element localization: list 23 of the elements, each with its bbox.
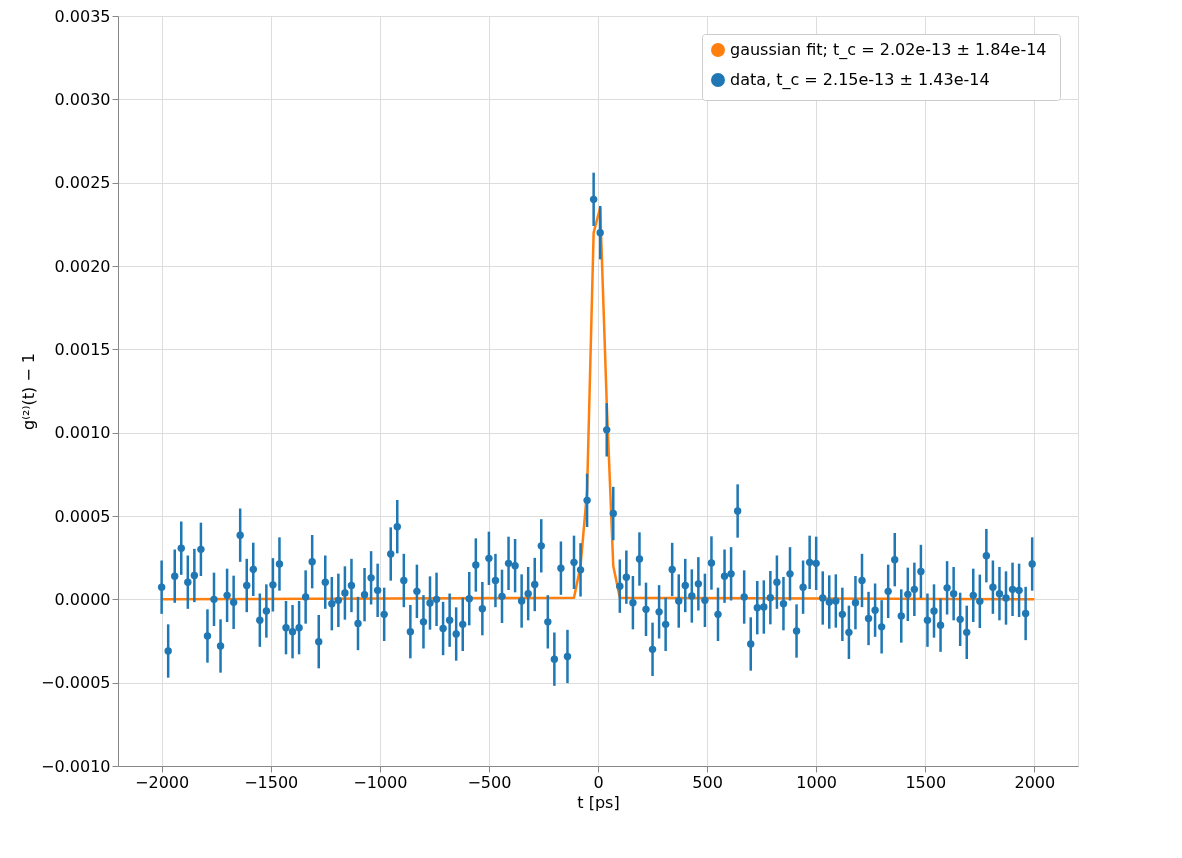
y-tick-label: −0.0005 [41, 673, 111, 693]
x-tick-label: −500 [467, 772, 512, 792]
x-tick-label: −1000 [353, 772, 408, 792]
x-tick-label: 1000 [796, 772, 838, 792]
y-tick-label: 0.0025 [54, 173, 111, 193]
y-tick-label: 0.0015 [54, 339, 111, 359]
y-tick-label: 0.0010 [54, 423, 111, 443]
y-tick-label: 0.0000 [54, 589, 111, 609]
x-tick-label: −1500 [244, 772, 299, 792]
y-tick-label: −0.0010 [41, 756, 111, 776]
legend-label: data, t_c = 2.15e-13 ± 1.43e-14 [730, 70, 990, 90]
x-axis-title: t [ps] [577, 792, 620, 812]
y-tick-label: 0.0035 [54, 6, 111, 26]
x-tick-label: 1500 [905, 772, 947, 792]
y-axis-title: g⁽²⁾(t) − 1 [19, 353, 39, 430]
x-tick-label: 500 [692, 772, 723, 792]
x-tick-label: −2000 [135, 772, 190, 792]
y-tick-label: 0.0005 [54, 506, 111, 526]
x-tick-label: 2000 [1014, 772, 1056, 792]
y-tick-label: 0.0030 [54, 89, 111, 109]
x-tick-label: 0 [593, 772, 604, 792]
y-tick-label: 0.0020 [54, 256, 111, 276]
legend-label: gaussian fit; t_c = 2.02e-13 ± 1.84e-14 [730, 40, 1047, 60]
